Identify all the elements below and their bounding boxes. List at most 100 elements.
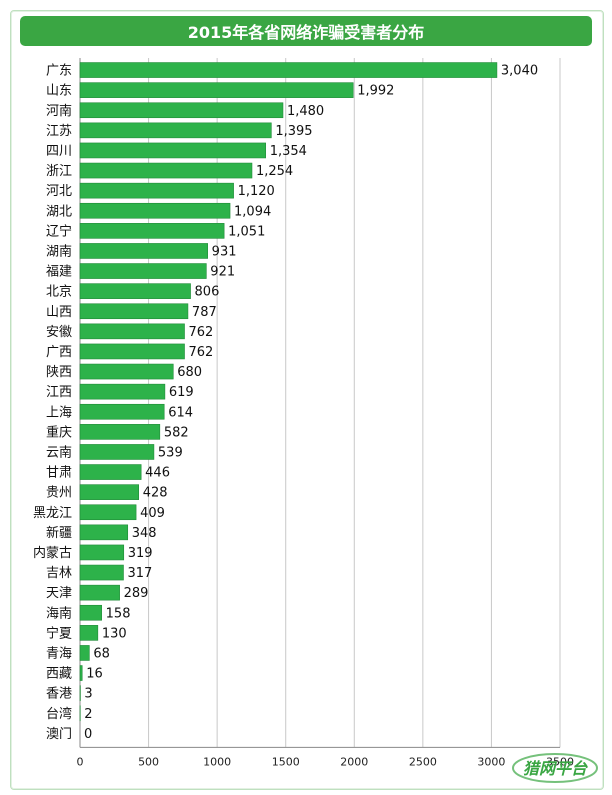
category-labels: 广东山东河南江苏四川浙江河北湖北辽宁湖南福建北京山西安徽广西陕西江西上海重庆云南… bbox=[33, 64, 72, 742]
category-label: 贵州 bbox=[46, 486, 72, 501]
category-label: 湖南 bbox=[46, 243, 72, 259]
value-label: 16 bbox=[86, 667, 103, 682]
value-label: 1,094 bbox=[234, 204, 271, 219]
bars bbox=[79, 62, 498, 722]
value-label: 158 bbox=[106, 606, 131, 621]
value-label: 762 bbox=[189, 325, 214, 340]
bar bbox=[79, 544, 125, 561]
category-label: 宁夏 bbox=[46, 625, 72, 641]
x-tick-label: 500 bbox=[138, 755, 159, 768]
bar bbox=[79, 665, 83, 681]
x-tick-label: 3500 bbox=[546, 755, 574, 768]
value-label: 409 bbox=[140, 506, 165, 521]
bar bbox=[79, 142, 266, 159]
value-label: 762 bbox=[189, 345, 214, 360]
category-label: 陕西 bbox=[46, 365, 72, 380]
bar bbox=[79, 82, 354, 98]
x-tick-labels: 0 500 1000 1500 2000 2500 3000 3500 bbox=[77, 755, 575, 768]
value-label: 1,480 bbox=[287, 104, 324, 119]
bar bbox=[79, 524, 129, 541]
category-label: 四川 bbox=[46, 144, 72, 159]
value-label: 921 bbox=[210, 265, 235, 280]
category-label: 江西 bbox=[46, 385, 72, 400]
value-label: 1,992 bbox=[357, 84, 394, 99]
x-tick-label: 3000 bbox=[477, 755, 505, 768]
x-tick-label: 2500 bbox=[409, 755, 437, 768]
category-label: 澳门 bbox=[46, 726, 72, 742]
value-label: 3,040 bbox=[501, 64, 538, 79]
value-label: 428 bbox=[143, 486, 168, 501]
category-label: 吉林 bbox=[46, 566, 72, 581]
value-label: 348 bbox=[132, 526, 157, 541]
value-label: 931 bbox=[212, 244, 237, 259]
category-label: 甘肃 bbox=[46, 466, 72, 481]
category-label: 天津 bbox=[46, 586, 72, 601]
bar bbox=[79, 263, 207, 279]
bar bbox=[79, 584, 120, 601]
category-label: 福建 bbox=[46, 265, 72, 280]
category-label: 台湾 bbox=[46, 706, 72, 722]
value-label: 289 bbox=[124, 586, 149, 601]
category-label: 北京 bbox=[46, 285, 72, 300]
category-label: 西藏 bbox=[46, 667, 72, 682]
category-label: 青海 bbox=[46, 646, 72, 661]
x-tick-label: 1500 bbox=[272, 755, 300, 768]
value-label: 68 bbox=[93, 646, 110, 661]
value-label: 1,395 bbox=[275, 124, 312, 139]
value-label: 806 bbox=[195, 285, 220, 300]
category-label: 湖北 bbox=[46, 204, 72, 219]
value-label: 1,254 bbox=[256, 164, 293, 179]
value-label: 582 bbox=[164, 425, 189, 440]
value-label: 619 bbox=[169, 385, 194, 400]
bar bbox=[79, 202, 231, 219]
value-label: 614 bbox=[168, 405, 193, 420]
bar bbox=[79, 303, 189, 320]
chart-title-text: 2015年各省网络诈骗受害者分布 bbox=[187, 23, 425, 42]
grid-lines bbox=[79, 58, 561, 748]
category-label: 安徽 bbox=[46, 325, 72, 340]
bar bbox=[79, 383, 166, 400]
category-label: 辽宁 bbox=[46, 223, 72, 239]
x-tick-label: 0 bbox=[77, 755, 84, 768]
category-label: 内蒙古 bbox=[33, 545, 72, 561]
category-label: 广西 bbox=[46, 345, 72, 360]
watermark-text: 猎网平台 bbox=[523, 759, 588, 778]
bar bbox=[79, 564, 124, 581]
bar bbox=[79, 363, 174, 380]
bar bbox=[79, 122, 272, 139]
value-label: 0 bbox=[84, 727, 92, 742]
value-label: 1,120 bbox=[238, 184, 275, 199]
category-label: 重庆 bbox=[46, 424, 72, 440]
watermark-icon: 猎网平台 bbox=[512, 753, 598, 783]
bar bbox=[79, 323, 185, 340]
bar bbox=[79, 484, 139, 500]
category-label: 香港 bbox=[46, 687, 72, 702]
value-label: 1,051 bbox=[228, 224, 265, 239]
bar bbox=[79, 645, 90, 661]
bar bbox=[79, 62, 498, 78]
category-label: 河南 bbox=[46, 103, 72, 119]
x-tick-label: 2000 bbox=[340, 755, 368, 768]
category-label: 江苏 bbox=[46, 123, 72, 139]
bar bbox=[79, 604, 102, 621]
category-label: 山西 bbox=[46, 305, 72, 320]
value-label: 680 bbox=[177, 365, 202, 380]
x-tick-label: 1000 bbox=[203, 755, 231, 768]
category-label: 河北 bbox=[46, 184, 72, 199]
value-label: 446 bbox=[145, 466, 170, 481]
bar bbox=[79, 403, 165, 420]
value-label: 130 bbox=[102, 626, 127, 641]
bar bbox=[79, 283, 191, 299]
category-label: 浙江 bbox=[46, 164, 72, 179]
category-label: 新疆 bbox=[46, 525, 72, 541]
value-label: 539 bbox=[158, 445, 183, 460]
bar bbox=[79, 223, 225, 239]
value-label: 2 bbox=[84, 707, 92, 722]
value-label: 787 bbox=[192, 305, 217, 320]
bar bbox=[79, 243, 208, 259]
bar bbox=[79, 343, 185, 360]
bar bbox=[79, 504, 137, 521]
value-label: 1,354 bbox=[270, 144, 307, 159]
chart-title: 2015年各省网络诈骗受害者分布 bbox=[20, 16, 592, 46]
